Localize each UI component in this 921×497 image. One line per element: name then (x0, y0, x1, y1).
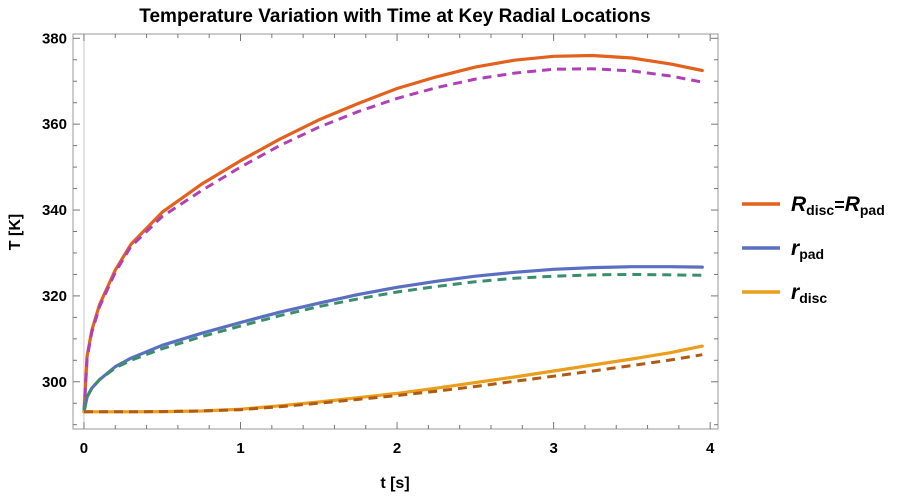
x-tick-label: 0 (80, 440, 88, 457)
x-tick-label: 4 (706, 440, 715, 457)
legend-label: rdisc (791, 281, 827, 306)
y-tick-label: 300 (42, 374, 67, 391)
x-tick-label: 2 (393, 440, 401, 457)
series-line-4 (82, 344, 704, 414)
series-line-5 (84, 353, 703, 414)
legend-label: Rdisc=Rpad (791, 193, 885, 218)
series-line-2 (82, 265, 704, 414)
y-tick-label: 360 (42, 116, 67, 133)
chart-title: Temperature Variation with Time at Key R… (139, 6, 650, 27)
x-tick-label: 3 (549, 440, 557, 457)
series-line-3 (82, 272, 703, 413)
series-line-1 (82, 67, 703, 412)
y-axis-label: T [K] (7, 214, 24, 250)
legend: Rdisc=Rpad rpad rdisc (742, 193, 885, 306)
x-axis-label: t [s] (380, 475, 409, 492)
plot-frame (72, 33, 719, 430)
legend-label: rpad (791, 237, 824, 262)
y-tick-label: 320 (42, 288, 67, 305)
series-line-0 (82, 53, 704, 414)
y-tick-label: 340 (42, 202, 67, 219)
y-tick-label: 380 (42, 30, 67, 47)
x-tick-label: 1 (236, 440, 244, 457)
